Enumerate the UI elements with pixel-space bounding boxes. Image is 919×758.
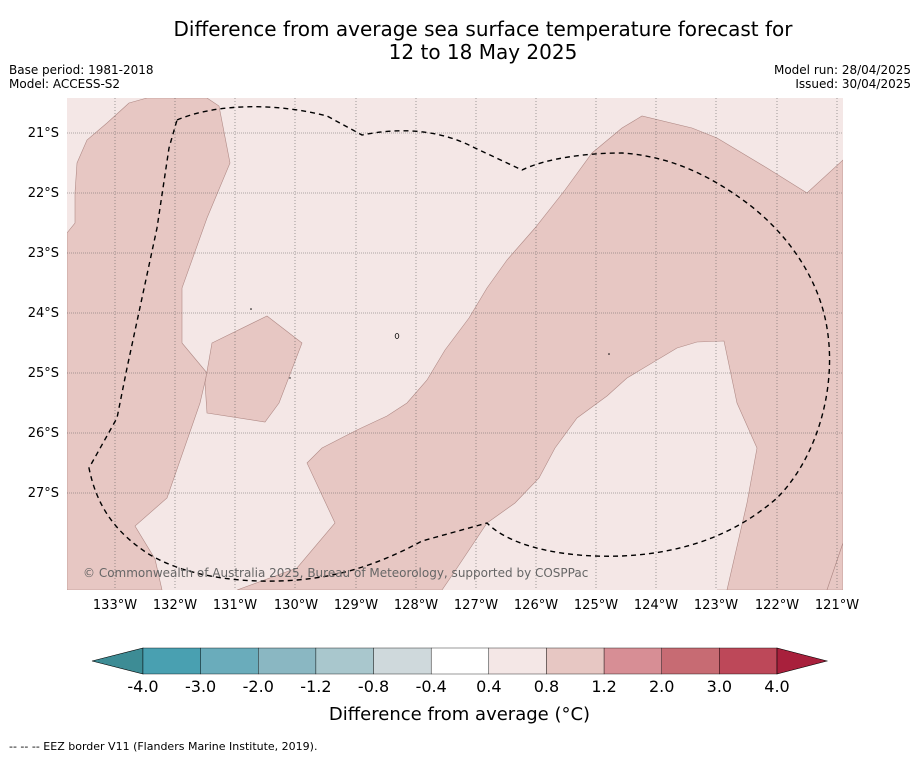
colorbar-tick-label: -3.0 (185, 677, 217, 696)
colorbar-swatch (142, 647, 201, 675)
lon-label-121w: 121°W (814, 598, 860, 613)
anomaly-band-patch (204, 315, 303, 423)
colorbar-tick-label: 0.4 (476, 677, 502, 696)
colorbar-swatch (315, 647, 374, 675)
island-marker (289, 377, 291, 379)
title-line-1: Difference from average sea surface temp… (173, 17, 793, 41)
colorbar-swatch (258, 647, 317, 675)
colorbar-swatch (373, 647, 432, 675)
colorbar-swatch (603, 647, 662, 675)
map-svg: © Commonwealth of Australia 2025, Bureau… (67, 98, 843, 590)
lon-label-133w: 133°W (92, 598, 138, 613)
meta-right: Model run: 28/04/2025 Issued: 30/04/2025 (774, 63, 911, 91)
colorbar-swatch (719, 647, 778, 675)
lat-label-26s: 26°S (27, 426, 59, 441)
lat-label-23s: 23°S (27, 246, 59, 261)
lat-label-24s: 24°S (27, 306, 59, 321)
colorbar-tick-label: -1.2 (300, 677, 332, 696)
meta-left: Base period: 1981-2018 Model: ACCESS-S2 (9, 63, 154, 91)
colorbar-tick-label: 1.2 (591, 677, 617, 696)
lat-label-25s: 25°S (27, 366, 59, 381)
lat-label-22s: 22°S (27, 186, 59, 201)
colorbar-swatch (488, 647, 547, 675)
base-period-text: Base period: 1981-2018 (9, 63, 154, 77)
model-run-text: Model run: 28/04/2025 (773, 63, 911, 77)
anomaly-band-center (236, 115, 843, 590)
colorbar-tick-label: 4.0 (764, 677, 790, 696)
eez-border-line (88, 106, 831, 582)
lon-label-124w: 124°W (633, 598, 679, 613)
lon-label-131w: 131°W (212, 598, 258, 613)
map-area: © Commonwealth of Australia 2025, Bureau… (67, 98, 843, 590)
lat-gridlines (67, 132, 843, 494)
model-text: Model: ACCESS-S2 (9, 77, 121, 91)
anomaly-band-left (67, 98, 231, 590)
lon-label-125w: 125°W (573, 598, 619, 613)
copyright-text: © Commonwealth of Australia 2025, Bureau… (83, 566, 588, 580)
colorbar-label: Difference from average (°C) (328, 704, 591, 725)
lon-label-130w: 130°W (273, 598, 319, 613)
colorbar-swatches (91, 647, 829, 675)
colorbar-swatch (546, 647, 605, 675)
lon-label-128w: 128°W (393, 598, 439, 613)
colorbar-tick-label: 2.0 (648, 677, 675, 696)
title-line-2: 12 to 18 May 2025 (388, 40, 578, 64)
colorbar-tick-label: 0.8 (533, 677, 560, 696)
lon-gridlines (114, 98, 838, 590)
colorbar-tick-label: -2.0 (242, 677, 274, 696)
island-marker (608, 353, 610, 355)
island-marker (394, 333, 400, 339)
anomaly-band-right (826, 542, 843, 590)
colorbar-swatch (661, 647, 720, 675)
colorbar-extend-low (91, 647, 144, 675)
colorbar-tick-label: -0.4 (415, 677, 447, 696)
issued-text: Issued: 30/04/2025 (795, 77, 911, 91)
colorbar-tick-label: 3.0 (706, 677, 733, 696)
eez-footnote: -- -- -- EEZ border V11 (Flanders Marine… (9, 740, 318, 753)
lat-label-27s: 27°S (27, 486, 59, 501)
lat-label-21s: 21°S (27, 126, 59, 141)
lon-label-126w: 126°W (513, 598, 559, 613)
colorbar-swatch (430, 647, 490, 675)
lon-label-123w: 123°W (693, 598, 739, 613)
chart-title: Difference from average sea surface temp… (0, 18, 919, 64)
colorbar-tick-label: -4.0 (127, 677, 159, 696)
colorbar-tick-label: -0.8 (357, 677, 390, 696)
lon-label-129w: 129°W (333, 598, 379, 613)
lon-label-127w: 127°W (453, 598, 499, 613)
colorbar-extend-high (776, 647, 829, 675)
colorbar-swatch (200, 647, 259, 675)
lon-label-132w: 132°W (152, 598, 198, 613)
lon-label-122w: 122°W (754, 598, 800, 613)
island-marker (250, 308, 252, 310)
